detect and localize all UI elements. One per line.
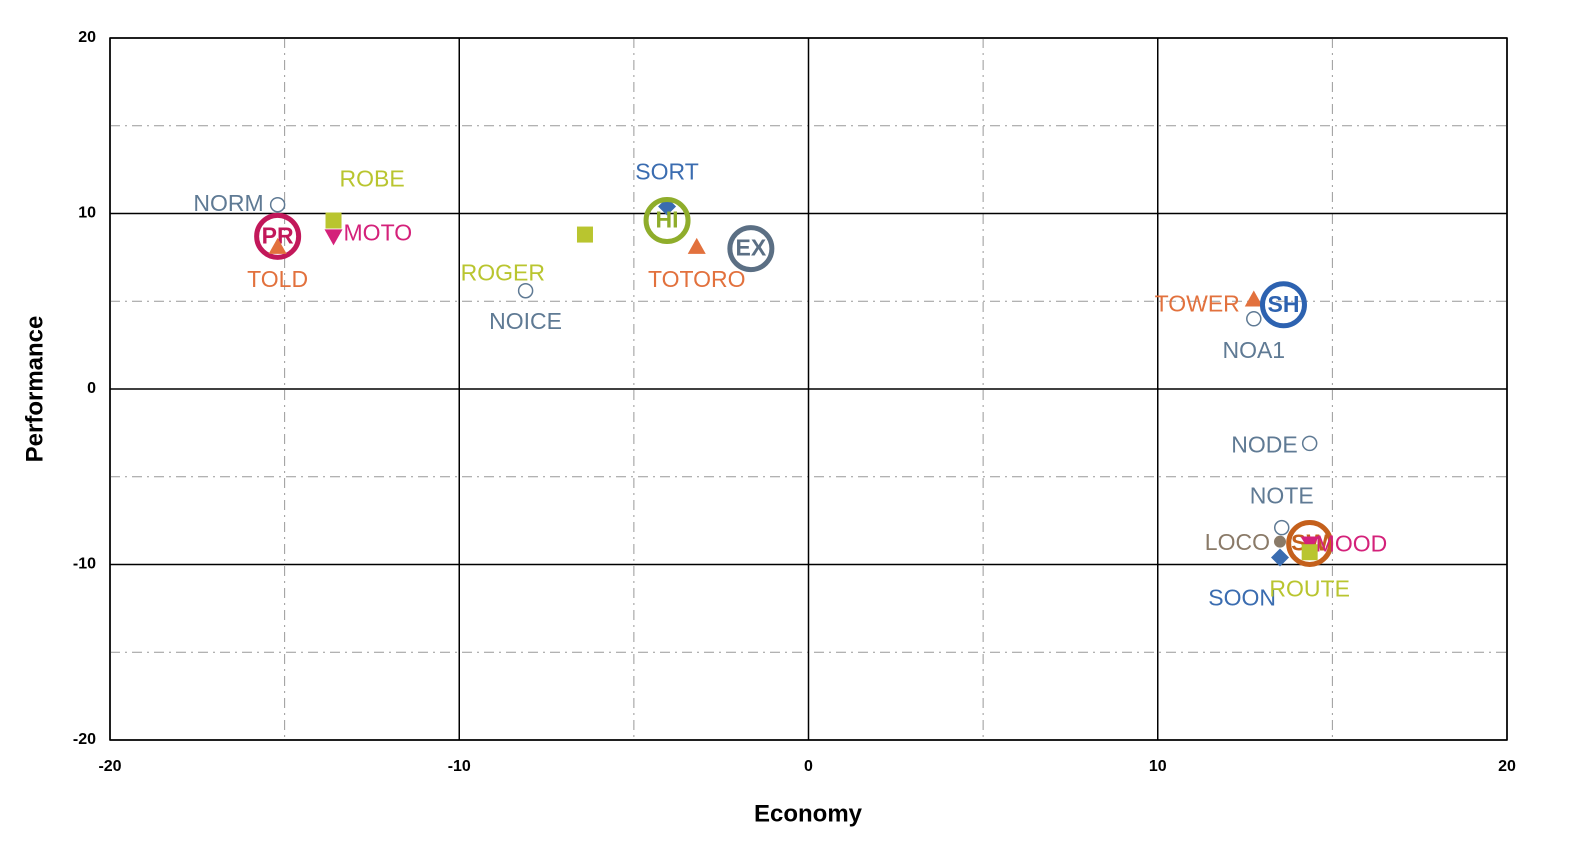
point-label: NOA1 (1222, 337, 1285, 363)
y-tick-label: 10 (78, 205, 96, 222)
point (1273, 535, 1286, 548)
x-tick-label: 20 (1498, 758, 1516, 775)
point (687, 237, 706, 254)
point-label: HI (656, 207, 679, 233)
point (517, 282, 534, 299)
point-label: ROBE (340, 166, 405, 192)
point-label: SH (1268, 291, 1300, 317)
point-label: NOICE (489, 308, 562, 334)
point (1244, 290, 1263, 307)
point (1270, 548, 1289, 567)
point-label: NOTE (1250, 483, 1314, 509)
point-label: NORM (193, 190, 263, 216)
point (727, 225, 775, 273)
point-label: TOLD (247, 266, 308, 292)
y-tick-label: 0 (87, 380, 96, 397)
point-label: SOON (1208, 585, 1276, 611)
point (325, 212, 342, 229)
y-tick-label: -10 (73, 556, 96, 573)
x-axis-title: Economy (754, 800, 863, 827)
y-tick-label: 20 (78, 29, 96, 46)
y-axis-title: Performance (21, 316, 48, 463)
point-label: ROUTE (1269, 575, 1350, 601)
point (1259, 281, 1307, 329)
point-label: MOTO (344, 219, 413, 245)
point-label: TOWER (1155, 291, 1240, 317)
point (254, 212, 302, 260)
point (1273, 519, 1290, 536)
point (1246, 311, 1262, 327)
point-label: SORT (635, 159, 698, 185)
x-tick-label: 0 (804, 758, 813, 775)
point-label: TOTORO (648, 266, 746, 292)
y-tick-label: -20 (73, 731, 96, 748)
x-tick-label: 10 (1149, 758, 1167, 775)
point-label: MOOD (1316, 531, 1388, 557)
point (269, 196, 286, 213)
point-label: NODE (1231, 431, 1297, 457)
point (576, 226, 593, 243)
point-label: ROGER (461, 260, 545, 286)
point (643, 197, 691, 245)
x-tick-label: -10 (448, 758, 471, 775)
point (324, 229, 343, 246)
point (1301, 435, 1318, 452)
point (1301, 544, 1318, 561)
point (1286, 519, 1334, 567)
point (268, 237, 287, 254)
x-tick-label: -20 (98, 758, 121, 775)
point-label: EX (736, 235, 767, 261)
point-label: LOCO (1205, 529, 1270, 555)
